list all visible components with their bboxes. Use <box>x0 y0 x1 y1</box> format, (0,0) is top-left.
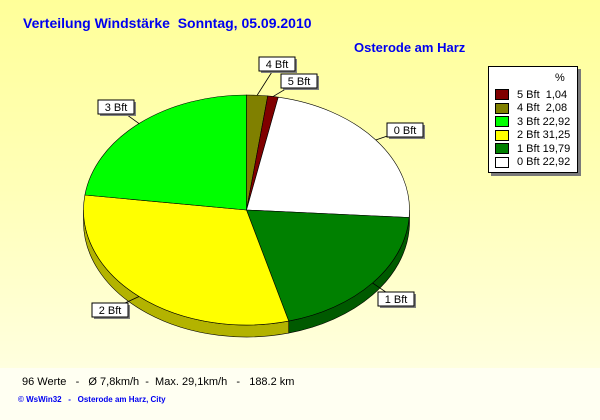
data-label-4: 2 Bft <box>91 296 140 319</box>
legend-item: 2 Bft 31,25 <box>495 129 570 142</box>
data-label-text: 5 Bft <box>288 76 311 88</box>
data-label-text: 0 Bft <box>394 125 417 137</box>
legend-item: 0 Bft 22,92 <box>495 156 570 169</box>
data-label-text: 1 Bft <box>385 294 408 306</box>
footer-band <box>0 368 600 420</box>
legend-text: 2 Bft 31,25 <box>517 129 571 141</box>
chart-title: Verteilung Windstärke Sonntag, 05.09.201… <box>23 15 312 31</box>
pie-slice-0-bft <box>246 96 410 218</box>
legend-text: 4 Bft 2,08 <box>517 102 568 114</box>
credit-text: © WsWin32 - Osterode am Harz, City <box>18 395 166 404</box>
location-label: Osterode am Harz <box>354 40 466 55</box>
legend-text: 0 Bft 22,92 <box>517 156 571 168</box>
legend-item: 5 Bft 1,04 <box>495 88 567 101</box>
data-label-0: 4 Bft <box>256 56 297 96</box>
data-label-text: 4 Bft <box>266 59 289 71</box>
data-label-text: 3 Bft <box>105 102 128 114</box>
legend-swatch <box>495 143 509 154</box>
stats-text: 96 Werte - Ø 7,8km/h - Max. 29,1km/h - 1… <box>22 376 295 388</box>
pie-slice-1-bft <box>246 209 410 322</box>
legend-item: 1 Bft 19,79 <box>495 142 570 155</box>
data-label-3: 1 Bft <box>372 282 416 308</box>
legend: % 5 Bft 1,04 4 Bft 2,08 3 Bft 22,92 2 Bft 3… <box>488 66 578 173</box>
data-label-1: 5 Bft <box>272 73 319 97</box>
legend-item: 3 Bft 22,92 <box>495 115 570 128</box>
data-label-text: 2 Bft <box>99 305 122 317</box>
pie-slice-2-bft <box>83 194 290 326</box>
legend-text: 5 Bft 1,04 <box>517 88 568 101</box>
pie-slice-3-bft <box>84 94 247 211</box>
legend-text: 1 Bft 19,79 <box>517 142 571 155</box>
legend-header: % <box>555 72 565 84</box>
legend-swatch <box>495 129 509 141</box>
legend-text: 3 Bft 22,92 <box>517 115 571 128</box>
legend-swatch <box>495 116 509 127</box>
legend-swatch <box>495 156 509 168</box>
legend-item: 4 Bft 2,08 <box>495 102 567 115</box>
data-label-2: 0 Bft <box>375 122 425 141</box>
legend-swatch <box>495 89 509 100</box>
legend-swatch <box>495 102 509 114</box>
data-label-5: 3 Bft <box>97 99 140 124</box>
